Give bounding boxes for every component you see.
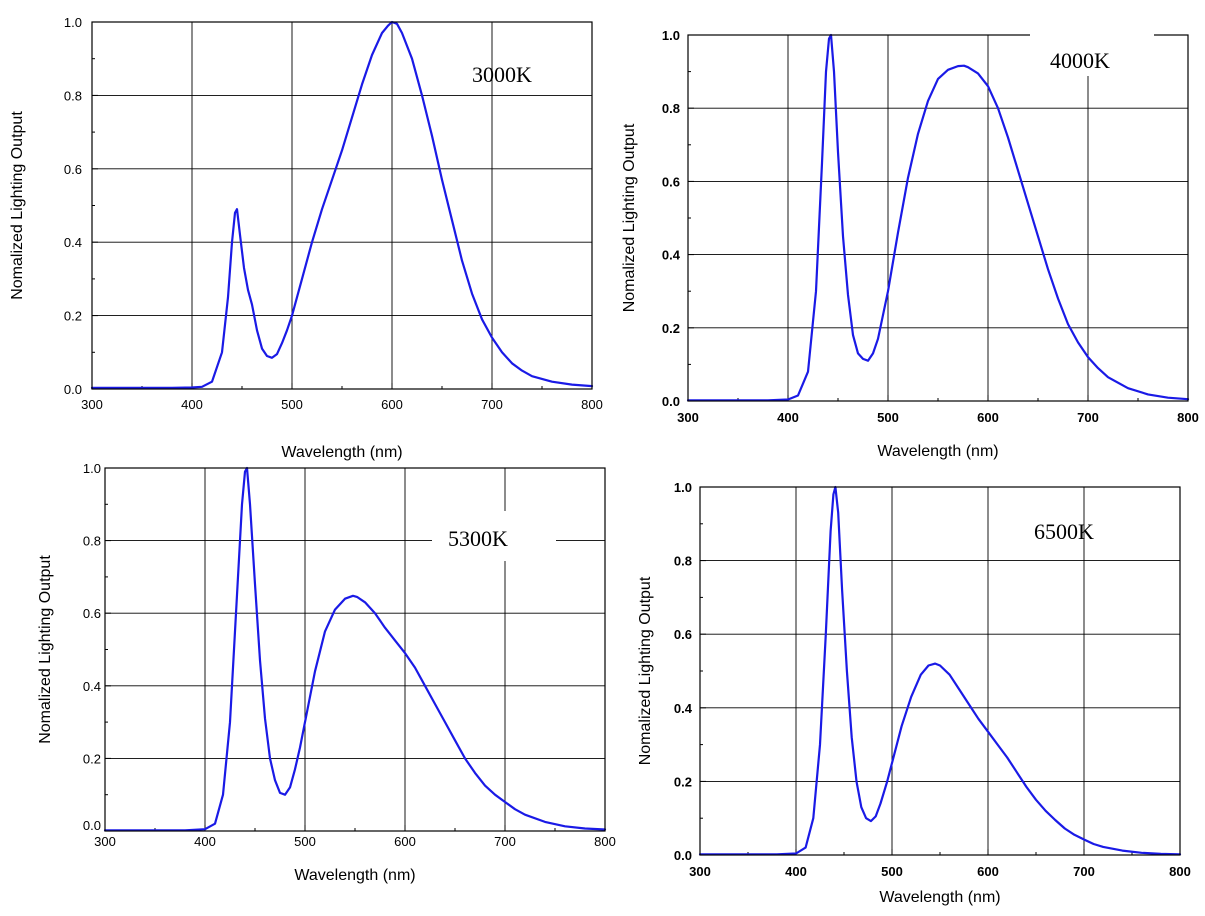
annotation-background bbox=[432, 511, 556, 561]
y-tick-label: 0.2 bbox=[662, 321, 680, 336]
plot-frame bbox=[91, 21, 593, 390]
spectrum-curve bbox=[90, 20, 594, 389]
cct-annotation: 5300K bbox=[448, 526, 508, 551]
x-axis-title: Wavelength (nm) bbox=[281, 444, 402, 461]
x-tick-label: 300 bbox=[94, 834, 116, 849]
x-tick-label: 700 bbox=[494, 834, 516, 849]
y-tick-label: 0.2 bbox=[674, 774, 692, 789]
x-tick-label: 400 bbox=[194, 834, 216, 849]
x-tick-label: 500 bbox=[281, 397, 303, 412]
x-tick-label: 400 bbox=[785, 864, 807, 879]
chart-3000k: 3000K 300 400 500 600 700 800 0.0 0.2 0.4 0.6 0.8 1.… bbox=[9, 15, 603, 461]
y-tick-label: 0.8 bbox=[64, 88, 82, 103]
x-tick-label: 300 bbox=[81, 397, 103, 412]
y-tick-label: 0.2 bbox=[64, 309, 82, 324]
y-tick-label: 1.0 bbox=[64, 15, 82, 30]
y-tick-label: 0.0 bbox=[64, 382, 82, 397]
y-axis-title: Nomalized Lighting Output bbox=[637, 576, 654, 765]
y-tick-label: 1.0 bbox=[662, 28, 680, 43]
y-tick-label: 0.8 bbox=[674, 554, 692, 569]
x-tick-label: 600 bbox=[394, 834, 416, 849]
y-axis-title: Nomalized Lighting Output bbox=[621, 123, 638, 312]
plot-frame bbox=[104, 467, 606, 832]
cct-annotation: 4000K bbox=[1050, 48, 1110, 73]
plot-frame bbox=[687, 34, 1189, 402]
y-tick-label: 0.4 bbox=[662, 248, 681, 263]
y-tick-label: 0.4 bbox=[64, 235, 82, 250]
y-tick-label: 0.0 bbox=[674, 848, 692, 863]
x-tick-label: 600 bbox=[381, 397, 403, 412]
x-tick-label: 500 bbox=[881, 864, 903, 879]
x-tick-label: 800 bbox=[581, 397, 603, 412]
y-tick-label: 0.8 bbox=[83, 534, 101, 549]
x-axis-title: Wavelength (nm) bbox=[877, 443, 998, 460]
y-tick-label: 0.6 bbox=[64, 162, 82, 177]
y-tick-label: 0.6 bbox=[662, 174, 680, 189]
x-tick-label: 700 bbox=[1077, 410, 1099, 425]
y-tick-label: 0.4 bbox=[83, 679, 101, 694]
x-tick-label: 600 bbox=[977, 410, 999, 425]
y-tick-label: 0.0 bbox=[83, 818, 101, 833]
x-tick-label: 300 bbox=[677, 410, 699, 425]
x-tick-label: 300 bbox=[689, 864, 711, 879]
x-tick-label: 700 bbox=[481, 397, 503, 412]
y-tick-label: 0.6 bbox=[83, 606, 101, 621]
annotation-background bbox=[1030, 26, 1154, 76]
y-tick-label: 1.0 bbox=[83, 461, 101, 476]
plot-frame bbox=[699, 486, 1181, 856]
cct-annotation: 6500K bbox=[1034, 519, 1094, 544]
x-tick-label: 500 bbox=[877, 410, 899, 425]
y-tick-label: 0.4 bbox=[674, 701, 693, 716]
x-axis-title: Wavelength (nm) bbox=[879, 889, 1000, 906]
x-tick-label: 800 bbox=[1169, 864, 1191, 879]
y-tick-label: 1.0 bbox=[674, 480, 692, 495]
y-tick-label: 0.2 bbox=[83, 751, 101, 766]
spectrum-curve bbox=[698, 485, 1182, 856]
x-tick-label: 500 bbox=[294, 834, 316, 849]
x-tick-label: 600 bbox=[977, 864, 999, 879]
chart-5300k: 5300K 300 400 500 600 700 800 0.0 0.2 0.4 0.6 0.8 1.… bbox=[37, 461, 616, 884]
x-tick-label: 800 bbox=[1177, 410, 1199, 425]
x-axis-title: Wavelength (nm) bbox=[294, 867, 415, 884]
y-axis-title: Nomalized Lighting Output bbox=[37, 555, 54, 744]
x-tick-label: 800 bbox=[594, 834, 616, 849]
x-tick-label: 400 bbox=[777, 410, 799, 425]
x-tick-label: 400 bbox=[181, 397, 203, 412]
y-tick-label: 0.8 bbox=[662, 101, 680, 116]
spectrum-curve bbox=[103, 466, 607, 832]
y-axis-title: Nomalized Lighting Output bbox=[9, 111, 26, 300]
x-tick-label: 700 bbox=[1073, 864, 1095, 879]
y-tick-label: 0.6 bbox=[674, 627, 692, 642]
cct-annotation: 3000K bbox=[472, 62, 532, 87]
y-tick-label: 0.0 bbox=[662, 394, 680, 409]
chart-6500k: 6500K 300 400 500 600 700 800 0.0 0.2 0.4 0.6 0.8 1.… bbox=[637, 480, 1191, 906]
spectrum-curve bbox=[686, 33, 1190, 402]
chart-4000k: 4000K 300 400 500 600 700 800 0.0 0.2 0.4 0.6 0.8 1.… bbox=[621, 26, 1199, 460]
